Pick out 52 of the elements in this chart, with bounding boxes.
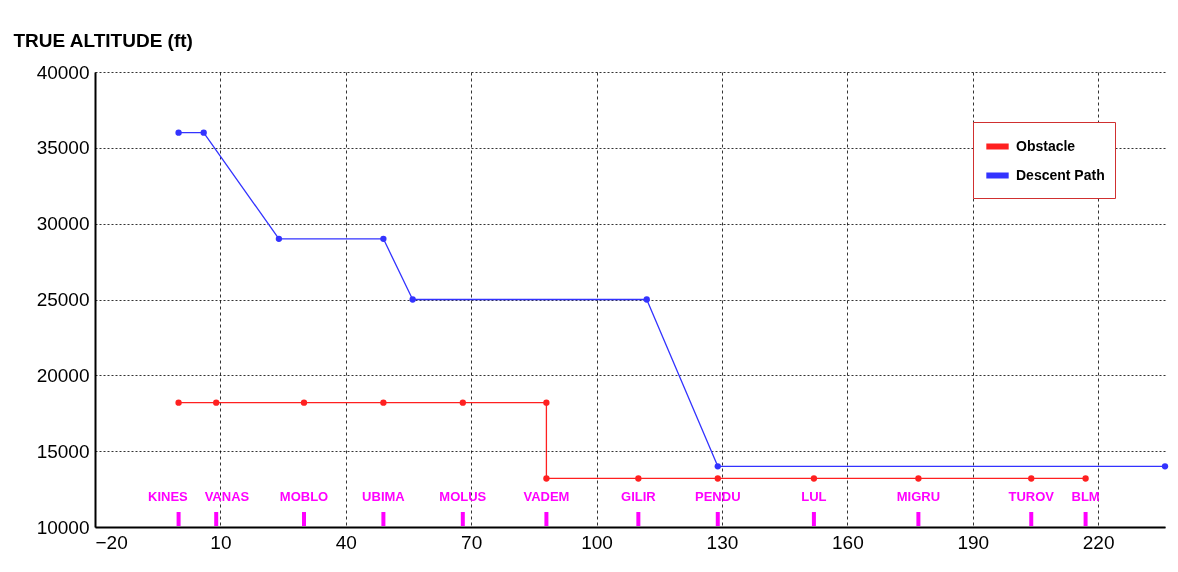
annotation: MIGRU <box>896 489 941 504</box>
x-tick-label: 130 <box>706 531 739 553</box>
x-tick-label: 100 <box>581 531 613 553</box>
point <box>714 463 721 470</box>
point <box>543 399 550 406</box>
x-tick-label: 220 <box>1082 531 1115 553</box>
x-tick-label: 40 <box>335 531 357 553</box>
annotation: BLM <box>1071 489 1100 504</box>
x-tick-label: −20 <box>95 531 128 553</box>
point <box>175 399 182 406</box>
y-tick-label: 35000 <box>36 137 90 159</box>
annotation: TUROV <box>1008 489 1055 504</box>
annotation: UBIMA <box>362 489 406 504</box>
point <box>213 399 220 406</box>
point <box>543 475 550 482</box>
y-axis-title: TRUE ALTITUDE (ft) <box>13 29 193 51</box>
annotation: VADEM <box>523 489 570 504</box>
x-tick-label: 190 <box>957 531 990 553</box>
y-tick-label: 15000 <box>36 440 90 462</box>
point <box>915 475 922 482</box>
annotation: GILIR <box>621 489 657 504</box>
point <box>409 296 416 303</box>
point <box>459 399 466 406</box>
annotation: PENDU <box>695 489 741 504</box>
y-tick-label: 25000 <box>36 289 90 310</box>
point <box>300 399 308 406</box>
annotation: MOLUS <box>439 489 487 504</box>
annotation: MOBLO <box>279 489 329 504</box>
x-tick-label: 70 <box>461 531 483 553</box>
annotation: KINES <box>148 489 189 504</box>
point <box>380 399 387 406</box>
point <box>200 129 207 136</box>
y-tick-label: 20000 <box>36 364 90 386</box>
y-tick-label: 40000 <box>36 61 90 83</box>
x-tick-label: 160 <box>831 531 864 553</box>
point <box>1161 463 1169 470</box>
point <box>175 129 182 136</box>
point <box>635 475 642 482</box>
x-tick-label: 10 <box>210 531 232 553</box>
annotation: LUL <box>801 489 827 504</box>
y-tick-label: 30000 <box>36 213 90 235</box>
point <box>1028 475 1035 482</box>
point <box>714 475 721 482</box>
point <box>810 475 818 482</box>
y-tick-label: 10000 <box>36 516 90 538</box>
point <box>1082 475 1089 482</box>
point <box>380 235 387 242</box>
legend-label: Obstacle <box>1016 137 1076 154</box>
point <box>643 296 650 303</box>
point <box>275 235 283 242</box>
legend-label: Descent Path <box>1016 166 1105 183</box>
annotation: VANAS <box>204 489 250 504</box>
